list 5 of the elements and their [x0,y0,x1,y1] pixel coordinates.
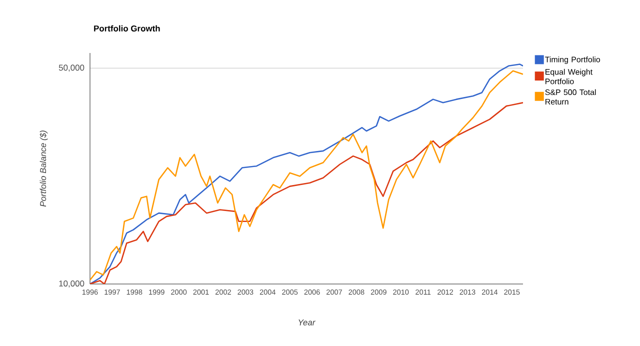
y-tick-label: 50,000 [58,64,84,72]
y-axis-title: Portfolio Balance ($) [40,130,48,207]
chart-title: Portfolio Growth [94,25,160,32]
y-tick-label: 10,000 [59,280,84,288]
x-axis-title: Year [298,319,316,326]
